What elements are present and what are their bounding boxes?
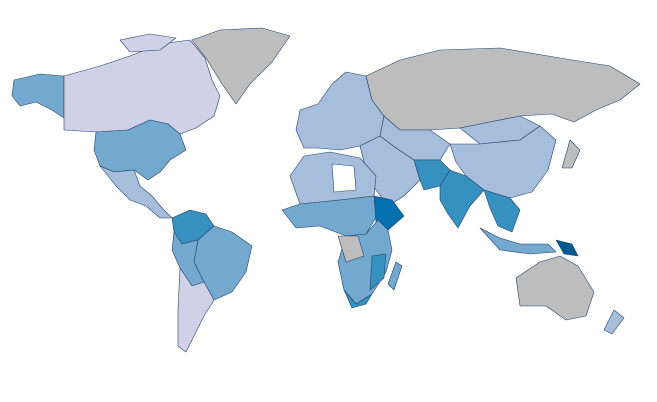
country — [337, 235, 365, 263]
country — [387, 261, 403, 291]
country — [515, 255, 595, 321]
country — [369, 253, 387, 291]
country — [483, 189, 521, 233]
country — [555, 239, 579, 257]
country — [603, 309, 625, 335]
country — [439, 169, 485, 229]
country — [99, 165, 173, 219]
country — [11, 73, 65, 119]
country — [191, 27, 291, 105]
country — [373, 195, 405, 231]
country — [343, 289, 373, 309]
country — [177, 267, 215, 353]
country — [449, 125, 557, 199]
country — [331, 163, 357, 193]
country — [561, 139, 581, 169]
countries — [11, 27, 641, 353]
country — [479, 227, 557, 255]
country — [281, 195, 379, 237]
country — [119, 33, 177, 53]
